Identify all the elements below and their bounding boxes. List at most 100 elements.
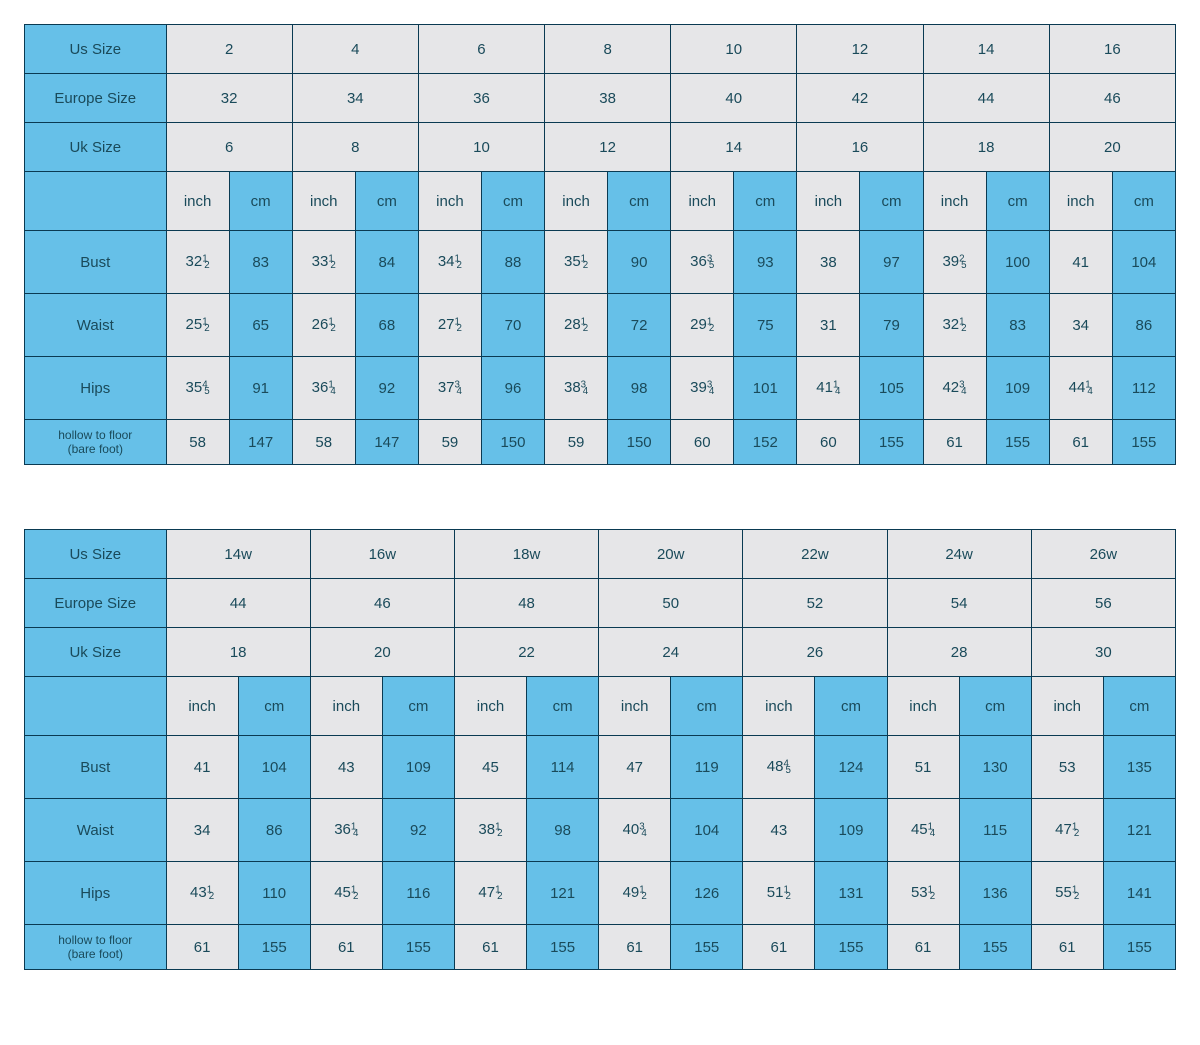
- inch-cell: 4034: [599, 799, 671, 862]
- cm-header: cm: [1112, 172, 1175, 231]
- size-cell: 46: [310, 579, 454, 628]
- cm-cell: 109: [815, 799, 887, 862]
- inch-cell: 60: [671, 420, 734, 465]
- inch-cell: 2712: [418, 294, 481, 357]
- cm-header: cm: [608, 172, 671, 231]
- cm-cell: 83: [229, 231, 292, 294]
- cm-cell: 155: [382, 925, 454, 970]
- inch-cell: 3312: [292, 231, 355, 294]
- us-size-row: Us Size14w16w18w20w22w24w26w: [25, 530, 1176, 579]
- size-cell: 50: [599, 579, 743, 628]
- cm-header: cm: [671, 677, 743, 736]
- inch-cell: 4845: [743, 736, 815, 799]
- cm-cell: 90: [608, 231, 671, 294]
- inch-cell: 61: [166, 925, 238, 970]
- us-size-row: Us Size246810121416: [25, 25, 1176, 74]
- inch-header: inch: [743, 677, 815, 736]
- inch-cell: 3734: [418, 357, 481, 420]
- cm-cell: 121: [527, 862, 599, 925]
- size-cell: 24: [599, 628, 743, 677]
- inch-cell: 59: [418, 420, 481, 465]
- cm-header: cm: [527, 677, 599, 736]
- cm-cell: 65: [229, 294, 292, 357]
- size-cell: 56: [1031, 579, 1175, 628]
- cm-cell: 121: [1103, 799, 1175, 862]
- cm-cell: 68: [355, 294, 418, 357]
- size-chart-table: Us Size14w16w18w20w22w24w26wEurope Size4…: [24, 529, 1176, 970]
- row-label: Bust: [25, 736, 167, 799]
- inch-cell: 3412: [418, 231, 481, 294]
- row-label: Uk Size: [25, 628, 167, 677]
- uk-size-row: Uk Size18202224262830: [25, 628, 1176, 677]
- row-label: Bust: [25, 231, 167, 294]
- size-cell: 44: [923, 74, 1049, 123]
- inch-cell: 61: [887, 925, 959, 970]
- cm-cell: 135: [1103, 736, 1175, 799]
- cm-cell: 92: [355, 357, 418, 420]
- inch-cell: 53: [1031, 736, 1103, 799]
- size-cell: 22w: [743, 530, 887, 579]
- size-cell: 46: [1049, 74, 1175, 123]
- inch-cell: 5512: [1031, 862, 1103, 925]
- size-cell: 26w: [1031, 530, 1175, 579]
- inch-cell: 4312: [166, 862, 238, 925]
- inch-cell: 3212: [166, 231, 229, 294]
- inch-cell: 3614: [310, 799, 382, 862]
- cm-cell: 92: [382, 799, 454, 862]
- inch-cell: 2912: [671, 294, 734, 357]
- size-cell: 18: [166, 628, 310, 677]
- cm-cell: 98: [608, 357, 671, 420]
- hollow-row: hollow to floor(bare foot)61155611556115…: [25, 925, 1176, 970]
- inch-cell: 45: [454, 736, 526, 799]
- size-cell: 12: [545, 123, 671, 172]
- row-label: Waist: [25, 799, 167, 862]
- inch-header: inch: [1049, 172, 1112, 231]
- inch-cell: 2812: [545, 294, 608, 357]
- row-label: hollow to floor(bare foot): [25, 925, 167, 970]
- inch-cell: 31: [797, 294, 860, 357]
- cm-cell: 147: [229, 420, 292, 465]
- cm-cell: 86: [1112, 294, 1175, 357]
- cm-cell: 86: [238, 799, 310, 862]
- inch-header: inch: [166, 677, 238, 736]
- unit-header-row: inchcminchcminchcminchcminchcminchcminch…: [25, 677, 1176, 736]
- cm-header: cm: [382, 677, 454, 736]
- cm-cell: 116: [382, 862, 454, 925]
- row-label: Hips: [25, 862, 167, 925]
- cm-cell: 155: [527, 925, 599, 970]
- inch-cell: 61: [923, 420, 986, 465]
- cm-cell: 104: [671, 799, 743, 862]
- inch-cell: 3834: [545, 357, 608, 420]
- cm-cell: 155: [1112, 420, 1175, 465]
- size-cell: 40: [671, 74, 797, 123]
- cm-cell: 72: [608, 294, 671, 357]
- inch-cell: 4114: [797, 357, 860, 420]
- cm-cell: 115: [959, 799, 1031, 862]
- hips-row: Hips431211045121164712121491212651121315…: [25, 862, 1176, 925]
- cm-header: cm: [734, 172, 797, 231]
- size-cell: 16: [797, 123, 923, 172]
- inch-cell: 60: [797, 420, 860, 465]
- cm-cell: 110: [238, 862, 310, 925]
- cm-cell: 75: [734, 294, 797, 357]
- unit-header-row: inchcminchcminchcminchcminchcminchcminch…: [25, 172, 1176, 231]
- cm-cell: 70: [481, 294, 544, 357]
- inch-cell: 61: [743, 925, 815, 970]
- cm-header: cm: [238, 677, 310, 736]
- inch-header: inch: [797, 172, 860, 231]
- size-cell: 4: [292, 25, 418, 74]
- cm-cell: 147: [355, 420, 418, 465]
- cm-cell: 97: [860, 231, 923, 294]
- inch-cell: 3925: [923, 231, 986, 294]
- inch-header: inch: [545, 172, 608, 231]
- size-cell: 38: [545, 74, 671, 123]
- size-cell: 52: [743, 579, 887, 628]
- cm-cell: 155: [860, 420, 923, 465]
- size-cell: 48: [454, 579, 598, 628]
- row-label: Waist: [25, 294, 167, 357]
- size-cell: 14: [671, 123, 797, 172]
- blank-cell: [25, 677, 167, 736]
- inch-cell: 51: [887, 736, 959, 799]
- size-cell: 26: [743, 628, 887, 677]
- inch-cell: 3812: [454, 799, 526, 862]
